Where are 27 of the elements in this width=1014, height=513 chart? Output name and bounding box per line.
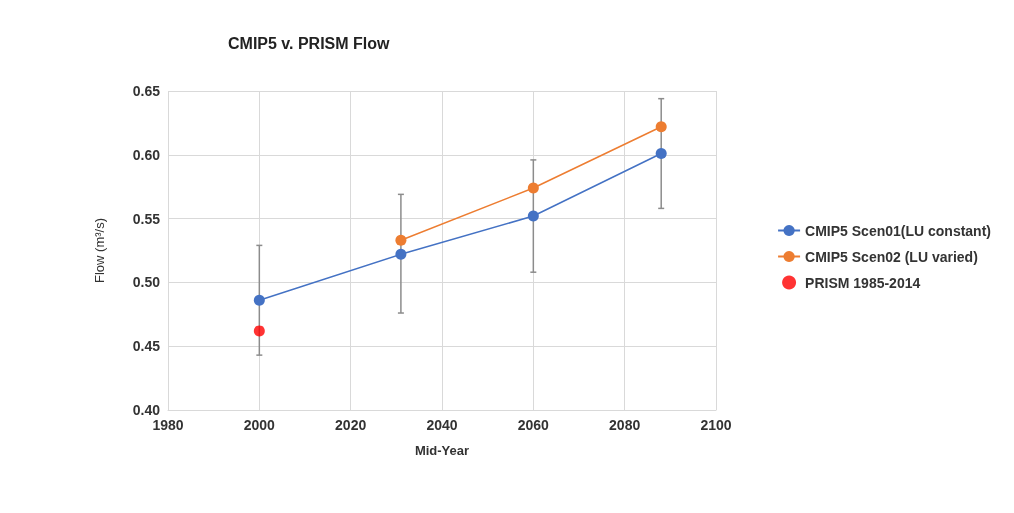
point	[527, 210, 539, 222]
y-tick-label: 0.55	[132, 210, 161, 227]
point	[253, 294, 265, 306]
x-tick-label: 2000	[243, 417, 276, 433]
point	[395, 248, 407, 260]
y-tick-label: 0.45	[132, 338, 161, 355]
point	[527, 182, 539, 194]
x-tick-label: 2040	[426, 417, 458, 433]
point	[395, 234, 407, 246]
x-axis-title: Mid-Year	[414, 443, 470, 458]
x-tick-label: 2060	[517, 417, 550, 433]
x-tick-label: 2080	[609, 417, 641, 433]
y-tick-label: 0.60	[132, 146, 161, 163]
y-tick-label: 0.65	[132, 83, 161, 99]
point	[253, 325, 265, 337]
y-tick-label: 0.40	[132, 402, 161, 418]
point	[655, 148, 667, 160]
chart-title: CMIP5 v. PRISM Flow	[228, 34, 391, 52]
y-tick-label: 0.50	[132, 274, 161, 291]
legend-label: PRISM 1985-2014	[805, 274, 921, 291]
x-tick-label: 1980	[152, 417, 184, 433]
legend-label: CMIP5 Scen02 (LU varied)	[805, 248, 978, 265]
point	[655, 121, 667, 133]
x-tick-label: 2100	[700, 417, 732, 433]
y-axis-title: Flow (m³/s)	[92, 218, 107, 283]
legend-label: CMIP5 Scen01(LU constant)	[805, 222, 992, 239]
x-tick-label: 2020	[335, 417, 367, 433]
